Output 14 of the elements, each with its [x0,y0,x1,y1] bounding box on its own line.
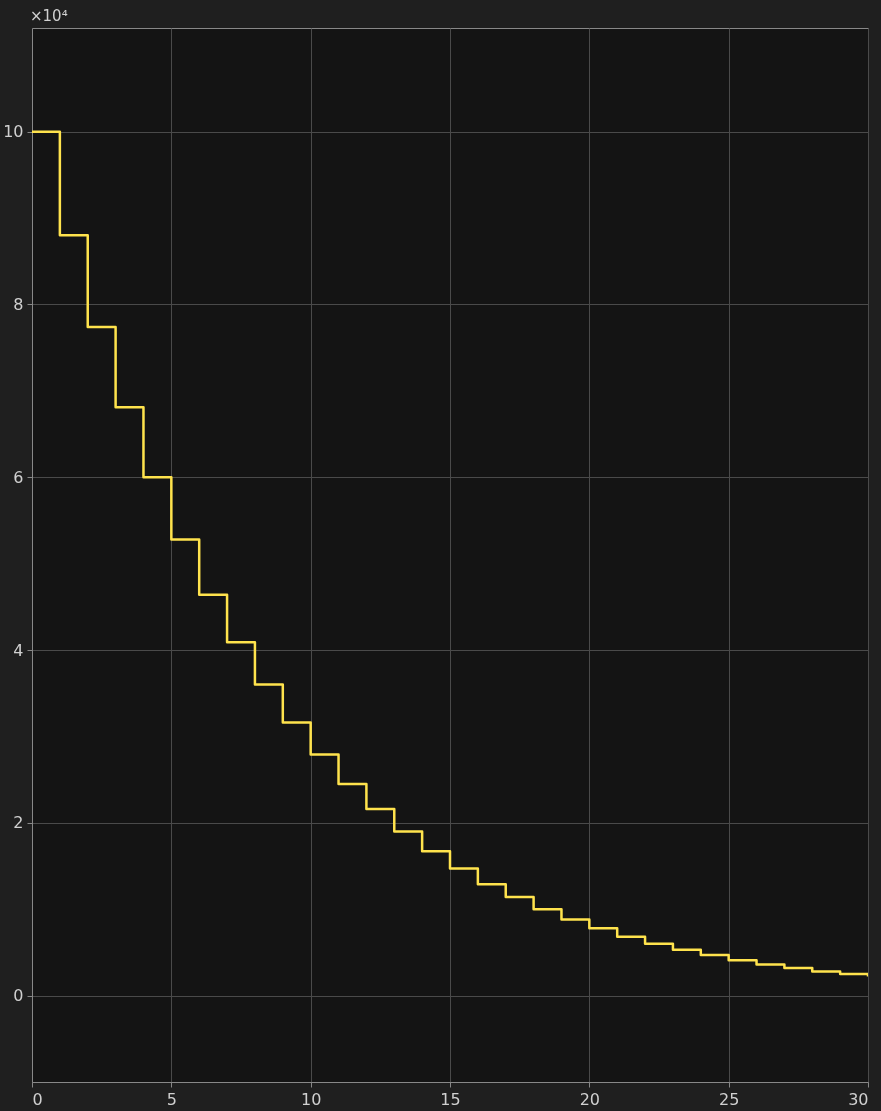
y-tick-label: 6 [13,467,24,487]
x-tick-label: 30 [848,1089,869,1109]
y-tick-label: 10 [3,122,24,142]
x-tick-label: 15 [440,1089,461,1109]
x-tick-label: 10 [300,1089,322,1109]
y-tick-label: 4 [13,640,24,660]
text: ×10⁴ [30,7,68,25]
x-tick-label: 25 [718,1089,740,1109]
y-tick-label: 8 [13,294,24,314]
y-tick-label: 2 [13,813,24,833]
x-tick-label: 5 [166,1089,177,1109]
x-tick-label: 0 [32,1089,43,1109]
x-tick-label: 20 [579,1089,601,1109]
y-tick-label: 0 [13,986,24,1006]
